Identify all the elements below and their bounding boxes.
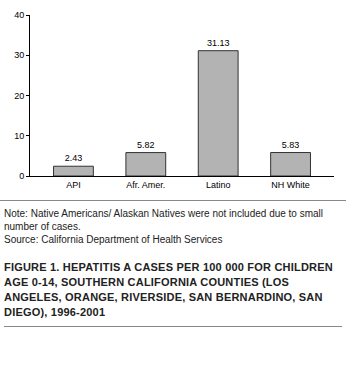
- svg-text:5.82: 5.82: [137, 140, 155, 150]
- html-text:FIGURE 1. HEPATITIS A CASES PE: FIGURE 1. HEPATITIS A CASES PER 100 000 …: [4, 261, 333, 318]
- svg-text:NH White: NH White: [271, 180, 310, 190]
- svg-text:31.13: 31.13: [207, 38, 230, 48]
- svg-text:40: 40: [14, 10, 24, 20]
- svg-text:10: 10: [14, 131, 24, 141]
- html-text:Source: California Department: Source: California Department of Health …: [4, 234, 223, 245]
- svg-text:2.43: 2.43: [65, 153, 83, 163]
- html-text:Note: Native Americans/ Alaska: Note: Native Americans/ Alaskan Natives …: [4, 208, 324, 232]
- svg-text:0: 0: [19, 171, 24, 181]
- svg-text:5.83: 5.83: [282, 140, 300, 150]
- svg-text:30: 30: [14, 50, 24, 60]
- svg-text:Afr. Amer.: Afr. Amer.: [126, 180, 165, 190]
- svg-text:API: API: [66, 180, 81, 190]
- svg-text:20: 20: [14, 91, 24, 101]
- svg-text:Latino: Latino: [206, 180, 231, 190]
